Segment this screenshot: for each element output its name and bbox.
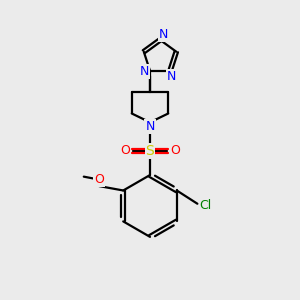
Text: N: N bbox=[167, 70, 176, 83]
Text: Cl: Cl bbox=[200, 199, 212, 212]
Text: O: O bbox=[170, 144, 180, 158]
Text: N: N bbox=[159, 28, 168, 41]
Text: S: S bbox=[146, 144, 154, 158]
Text: N: N bbox=[140, 65, 149, 78]
Text: O: O bbox=[94, 173, 104, 186]
Text: O: O bbox=[120, 144, 130, 158]
Text: N: N bbox=[145, 120, 155, 133]
